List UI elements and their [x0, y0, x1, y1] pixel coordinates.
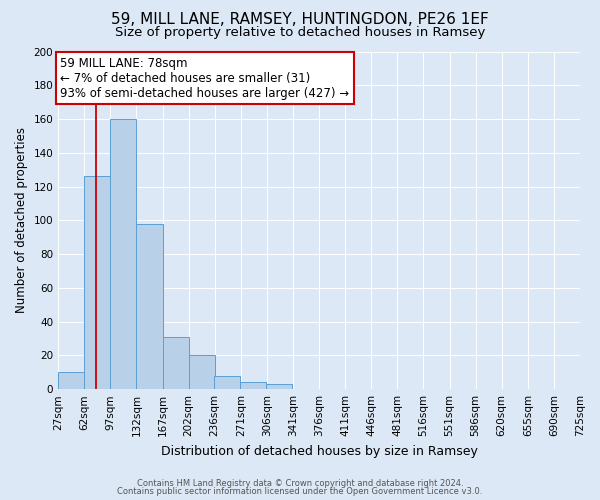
Bar [240, 382, 266, 389]
Text: 59, MILL LANE, RAMSEY, HUNTINGDON, PE26 1EF: 59, MILL LANE, RAMSEY, HUNTINGDON, PE26 … [111, 12, 489, 28]
Text: Contains public sector information licensed under the Open Government Licence v3: Contains public sector information licen… [118, 487, 482, 496]
Bar [163, 337, 188, 389]
Bar [58, 372, 84, 389]
Bar [188, 356, 215, 389]
Text: Size of property relative to detached houses in Ramsey: Size of property relative to detached ho… [115, 26, 485, 39]
Bar [214, 376, 240, 389]
X-axis label: Distribution of detached houses by size in Ramsey: Distribution of detached houses by size … [161, 444, 478, 458]
Y-axis label: Number of detached properties: Number of detached properties [15, 128, 28, 314]
Text: 59 MILL LANE: 78sqm
← 7% of detached houses are smaller (31)
93% of semi-detache: 59 MILL LANE: 78sqm ← 7% of detached hou… [61, 56, 350, 100]
Bar [136, 224, 163, 389]
Text: Contains HM Land Registry data © Crown copyright and database right 2024.: Contains HM Land Registry data © Crown c… [137, 478, 463, 488]
Bar [266, 384, 292, 389]
Bar [84, 176, 110, 389]
Bar [110, 119, 136, 389]
